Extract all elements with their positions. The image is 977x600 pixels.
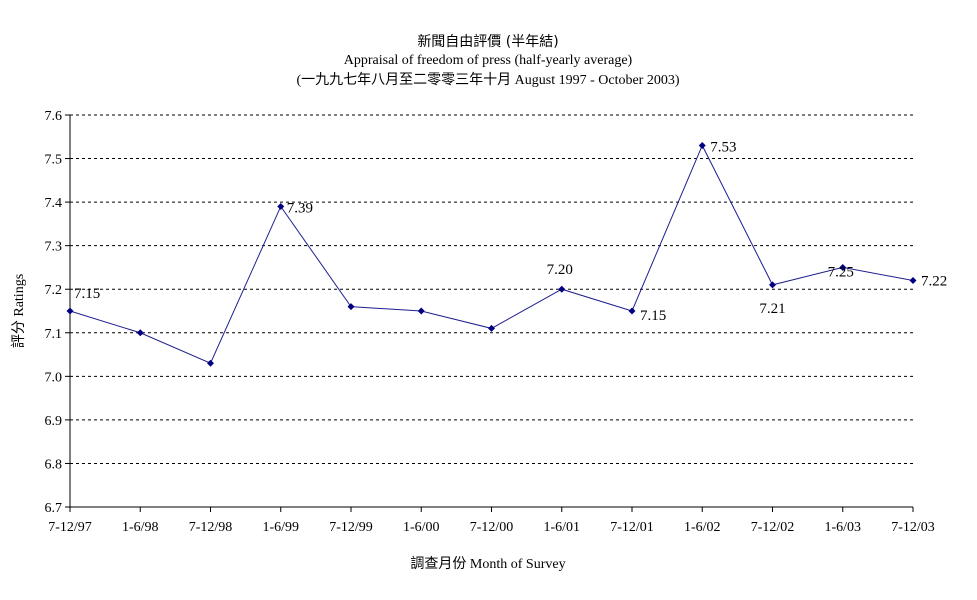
x-tick-label: 1-6/03 [824,520,861,535]
chart-period: (一九九七年八月至二零零三年十月 August 1997 - October 2… [296,72,679,88]
y-tick-label: 6.7 [45,501,63,516]
series-ratings [66,141,917,367]
data-point [136,329,144,337]
data-label: 7.22 [921,274,947,290]
gridlines [70,114,913,464]
data-point [558,285,566,293]
data-point [488,324,495,332]
x-tick-label: 1-6/98 [122,520,159,535]
data-point [839,263,847,271]
x-tick-label: 7-12/01 [610,520,654,535]
y-tick-label: 7.1 [45,327,63,342]
data-point [909,277,917,285]
data-point [698,141,706,149]
chart-title: 新聞自由評價 (半年結) [417,33,558,50]
data-labels: 7.15 7.39 7.20 7.15 7.53 7.21 7.25 7.22 [74,139,947,324]
x-tick-label: 1-6/00 [403,520,440,535]
data-point [628,307,636,315]
x-tick-label: 7-12/03 [891,520,935,535]
data-label: 7.21 [759,301,785,317]
axes [65,114,914,512]
data-point [347,303,355,311]
y-axis-label: 評分 Ratings [11,274,27,348]
x-tick-label: 1-6/01 [543,520,580,535]
y-tick-label: 7.0 [45,370,63,385]
x-tick-label: 7-12/97 [48,520,92,535]
x-tick-label: 7-12/00 [470,520,514,535]
data-label: 7.39 [287,200,313,216]
data-label: 7.25 [828,264,854,280]
y-tick-labels: 6.7 6.8 6.9 7.0 7.1 7.2 7.3 7.4 7.5 7.6 [45,109,63,516]
y-tick-label: 7.5 [45,153,63,168]
x-tick-label: 7-12/02 [751,520,795,535]
y-tick-label: 7.2 [45,283,63,298]
x-axis-label: 調查月份 Month of Survey [410,556,565,572]
data-point [417,307,425,315]
x-tick-label: 7-12/99 [329,520,373,535]
x-tick-labels: 7-12/97 1-6/98 7-12/98 1-6/99 7-12/99 1-6/00 7… [48,520,935,535]
data-point [207,359,214,367]
data-label: 7.15 [640,308,666,324]
data-point [66,307,74,315]
x-tick-label: 7-12/98 [189,520,233,535]
y-tick-label: 7.6 [45,109,63,124]
data-point [769,281,776,289]
data-label: 7.53 [710,139,736,155]
y-tick-label: 7.4 [45,196,63,211]
data-point [277,202,285,210]
x-tick-label: 1-6/02 [684,520,721,535]
chart-subtitle: Appraisal of freedom of press (half-year… [344,53,633,68]
y-tick-label: 6.9 [45,414,63,429]
y-tick-label: 6.8 [45,457,63,472]
y-tick-label: 7.3 [45,240,63,255]
x-tick-label: 1-6/99 [262,520,299,535]
data-label: 7.15 [74,286,100,302]
data-label: 7.20 [547,262,573,278]
